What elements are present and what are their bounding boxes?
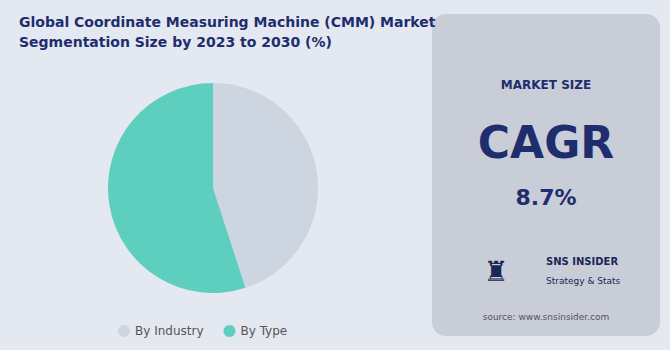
svg-text:MARKET SIZE: MARKET SIZE [501,78,591,92]
svg-text:Segmentation Size by 2023 to 2: Segmentation Size by 2023 to 2030 (%) [19,34,332,50]
svg-text:SNS INSIDER: SNS INSIDER [546,256,618,267]
svg-text:Global Coordinate Measuring Ma: Global Coordinate Measuring Machine (CMM… [19,14,436,30]
svg-text:♜: ♜ [483,255,508,288]
svg-text:source: www.snsinsider.com: source: www.snsinsider.com [483,312,610,322]
svg-text:8.7%: 8.7% [515,185,576,210]
svg-text:CAGR: CAGR [478,117,614,168]
svg-text:By Industry: By Industry [135,324,204,338]
svg-text:By Type: By Type [241,324,288,338]
svg-text:Strategy & Stats: Strategy & Stats [546,276,621,286]
